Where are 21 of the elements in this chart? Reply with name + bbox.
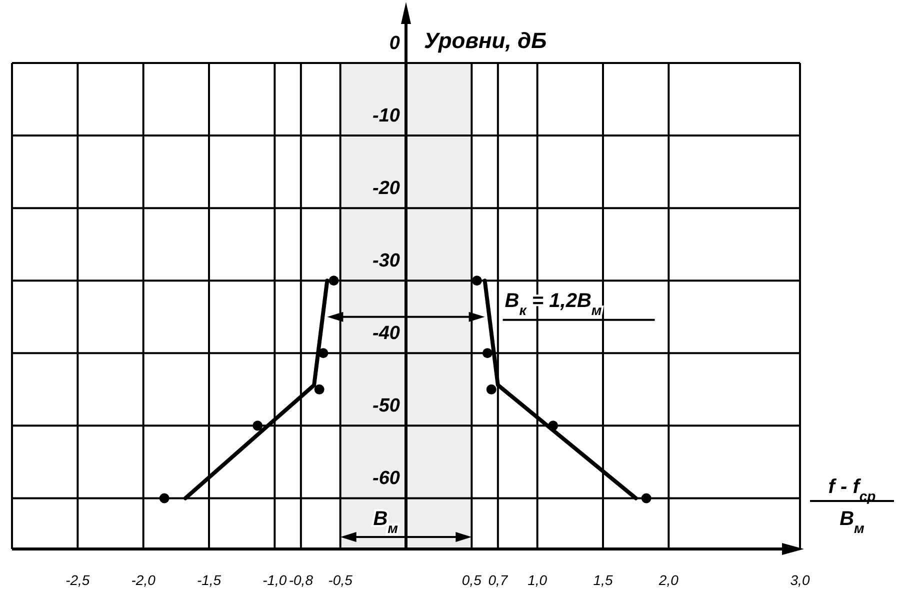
y-tick-label: 0 xyxy=(389,33,400,54)
x-tick-label: -0,8 xyxy=(288,572,314,588)
x-tick-label: -0,5 xyxy=(328,572,353,588)
y-tick-label: -10 xyxy=(372,106,400,127)
y-tick-label: -20 xyxy=(372,178,400,200)
x-tick-label: 3,0 xyxy=(790,572,810,588)
x-tick-label: 2,0 xyxy=(658,572,679,588)
x-tick-label: 0,5 xyxy=(462,572,482,588)
x-tick-label: -2,5 xyxy=(66,572,90,588)
x-tick-label: -1,0 xyxy=(262,572,287,588)
x-tick-label: 0,7 xyxy=(488,572,509,588)
y-tick-label: -30 xyxy=(372,250,400,272)
y-axis-title: Уровни, дБ xyxy=(424,28,547,53)
band-label: В$_{м}$ xyxy=(373,508,399,536)
y-tick-label: -60 xyxy=(372,468,400,490)
x-tick-label: 1,0 xyxy=(528,572,548,588)
y-tick-label: -40 xyxy=(372,323,400,344)
y-tick-label: -50 xyxy=(372,396,400,417)
x-tick-label: 1,5 xyxy=(593,572,613,588)
x-tick-label: -2,0 xyxy=(131,572,156,588)
x-tick-label: -1,5 xyxy=(196,572,222,588)
